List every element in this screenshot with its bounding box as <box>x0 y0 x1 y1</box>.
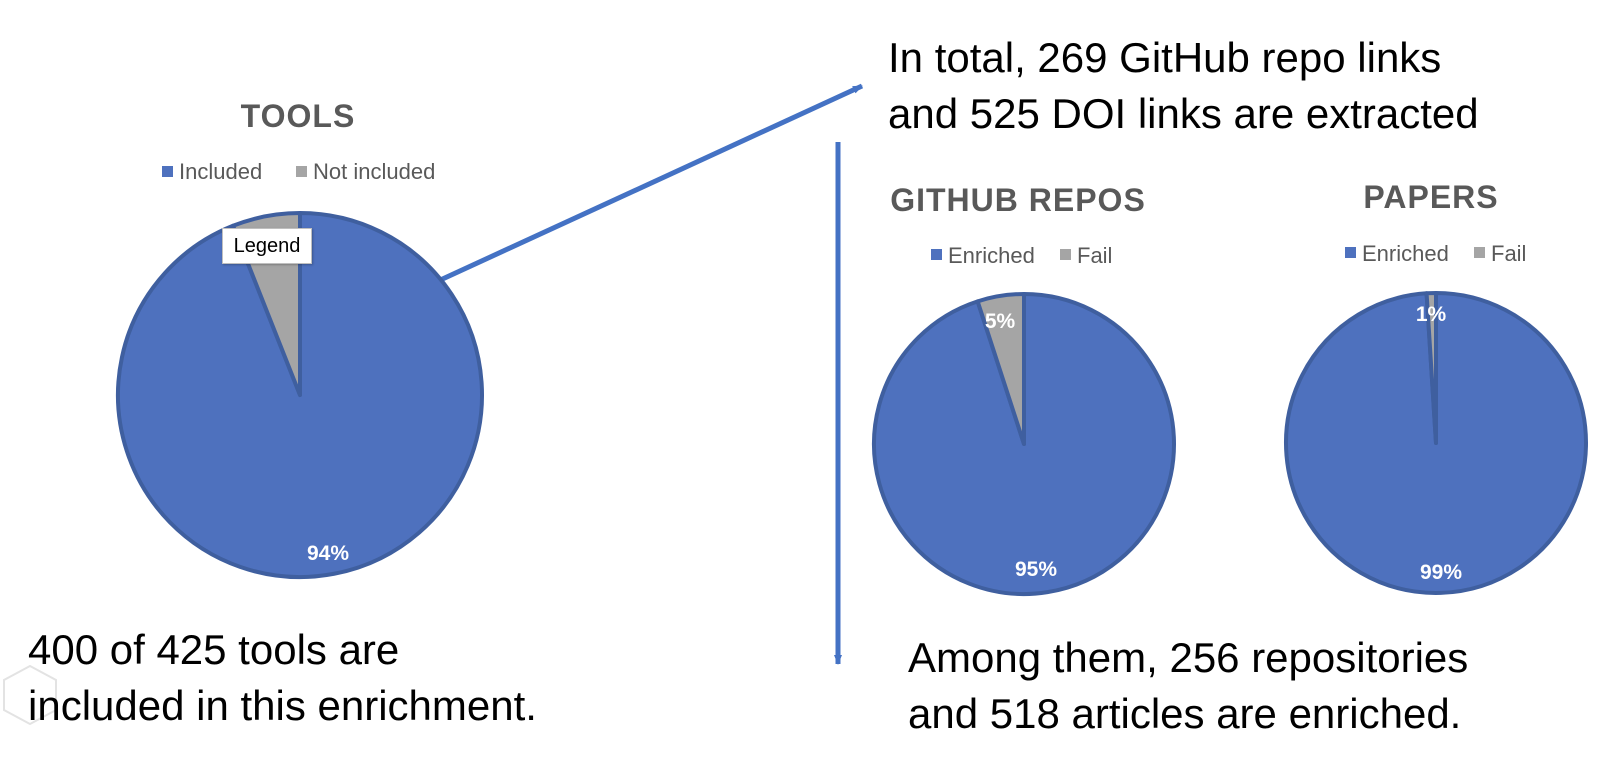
pie-chart-github-repos: GITHUB REPOS Enriched Fail 95% 5% <box>872 182 1176 596</box>
pie-slices <box>116 211 484 579</box>
hexagon-watermark-icon <box>3 664 57 726</box>
legend-swatch-included <box>162 166 173 177</box>
chart-title: GITHUB REPOS <box>890 182 1146 218</box>
pie-slice-fail <box>1424 291 1438 445</box>
pie-chart-papers: PAPERS Enriched Fail 99% 1% <box>1284 179 1588 595</box>
pie-slices <box>872 292 1176 596</box>
data-label-included: 94% <box>307 542 349 565</box>
legend-label-not-included: Not included <box>313 159 435 184</box>
data-label-fail: 1% <box>1416 303 1447 326</box>
annotation-line: and 525 DOI links are extracted <box>888 90 1479 137</box>
legend-tooltip: Legend <box>222 228 312 264</box>
annotation-line: included in this enrichment. <box>28 682 537 729</box>
legend-label-enriched: Enriched <box>948 243 1035 268</box>
legend: Enriched Fail <box>931 243 1112 268</box>
annotation-line: 400 of 425 tools are <box>28 626 400 673</box>
annotation-bottom-left: 400 of 425 tools are included in this en… <box>28 622 537 734</box>
annotation-line: In total, 269 GitHub repo links <box>888 34 1442 81</box>
legend-label-fail: Fail <box>1077 243 1112 268</box>
data-label-enriched: 95% <box>1015 558 1057 581</box>
legend: Enriched Fail <box>1345 241 1526 266</box>
legend-swatch-fail <box>1060 249 1071 260</box>
annotation-bottom-right: Among them, 256 repositories and 518 art… <box>908 630 1468 742</box>
pie-slices <box>1284 291 1588 595</box>
pie-slice-fail <box>975 292 1026 446</box>
data-label-fail: 5% <box>985 310 1016 333</box>
annotation-top-right: In total, 269 GitHub repo links and 525 … <box>888 30 1479 142</box>
data-label-enriched: 99% <box>1420 561 1462 584</box>
legend-label-enriched: Enriched <box>1362 241 1449 266</box>
legend: Included Not included <box>162 159 435 184</box>
connector-arrow-diagonal <box>434 83 864 285</box>
legend-swatch-not-included <box>296 166 307 177</box>
legend-label-included: Included <box>179 159 262 184</box>
chart-title: TOOLS <box>241 98 356 134</box>
legend-swatch-fail <box>1474 247 1485 258</box>
legend-label-fail: Fail <box>1491 241 1526 266</box>
annotation-line: Among them, 256 repositories <box>908 634 1469 681</box>
legend-swatch-enriched <box>931 249 942 260</box>
legend-swatch-enriched <box>1345 247 1356 258</box>
pie-chart-tools: TOOLS Included Not included 94% 6% <box>116 98 484 579</box>
annotation-line: and 518 articles are enriched. <box>908 690 1462 737</box>
chart-title: PAPERS <box>1363 179 1498 215</box>
